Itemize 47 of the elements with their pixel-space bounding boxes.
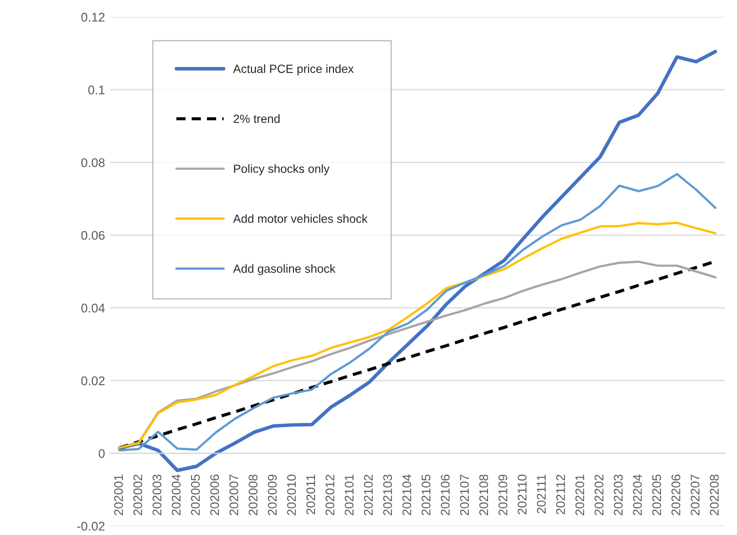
y-tick-label: 0.12	[81, 12, 105, 22]
x-tick-label: 202208	[710, 474, 719, 516]
x-tick-label: 202006	[210, 474, 220, 516]
legend-label: Actual PCE price index	[233, 64, 354, 76]
x-tick-label: 202106	[440, 474, 450, 516]
y-tick-label: 0.06	[81, 230, 105, 240]
x-tick-label: 202112	[556, 474, 565, 514]
x-tick-label: 202110	[518, 474, 527, 514]
x-tick-label: 202008	[248, 474, 258, 516]
x-tick-label: 202202	[594, 474, 604, 516]
x-tick-label: 202010	[287, 474, 296, 516]
y-tick-label: -0.02	[77, 522, 105, 531]
x-tick-label: 202102	[364, 474, 373, 516]
x-tick-label: 202201	[575, 474, 584, 516]
legend-label: Policy shocks only	[234, 164, 330, 176]
x-tick-label: 202002	[133, 474, 142, 516]
x-tick-label: 202203	[614, 474, 623, 516]
y-tick-label: 0	[98, 449, 105, 458]
legend-label: Add gasoline shock	[233, 264, 336, 276]
x-tick-label: 202004	[172, 474, 181, 516]
x-tick-label: 202107	[460, 474, 469, 516]
x-tick-label: 202205	[652, 474, 662, 516]
x-tick-label: 202105	[422, 474, 430, 516]
x-tick-label: 202012	[326, 474, 334, 516]
x-tick-label: 202206	[671, 474, 680, 516]
legend-label: 2% trend	[234, 114, 280, 123]
x-tick-label: 202108	[479, 474, 488, 516]
x-tick-label: 202207	[690, 474, 700, 516]
x-tick-label: 202001	[114, 474, 123, 516]
x-tick-label: 202109	[498, 474, 508, 516]
y-tick-label: 0.02	[81, 376, 105, 386]
line-series	[118, 50, 718, 472]
x-tick-label: 202204	[633, 474, 642, 516]
x-tick-label: 202101	[344, 474, 354, 516]
legend-label: Add motor vehicles shock	[233, 214, 368, 223]
x-tick-label: 202005	[190, 474, 200, 516]
x-tick-label: 202003	[152, 474, 162, 516]
line-series	[118, 222, 716, 449]
x-tick-label: 202103	[383, 474, 392, 516]
y-tick-label: 0.1	[88, 86, 105, 94]
y-tick-label: 0.04	[81, 304, 105, 313]
x-tick-label: 202111	[536, 474, 546, 514]
x-tick-label: 202009	[268, 474, 277, 516]
y-tick-label: 0.08	[81, 158, 105, 168]
x-tick-label: 202011	[306, 474, 316, 514]
x-tick-label: 202104	[402, 474, 412, 516]
x-tick-label: 202007	[229, 474, 238, 516]
